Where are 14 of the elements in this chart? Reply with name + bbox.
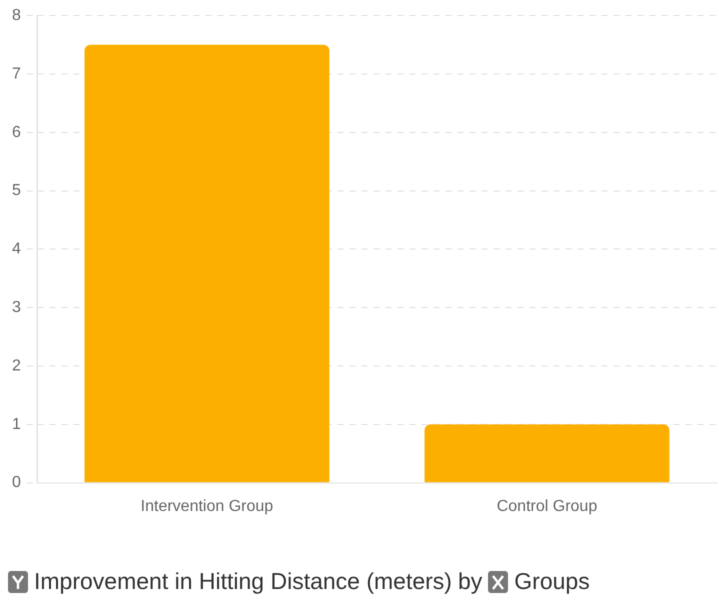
y-tick-label: 5 xyxy=(12,182,21,200)
x-tick-label: Intervention Group xyxy=(140,498,274,515)
y-tick-label: 4 xyxy=(12,240,21,258)
text: Improvement in Hitting Distance (meters) xyxy=(34,568,452,595)
y-tick-label: 2 xyxy=(12,357,21,374)
text: Groups xyxy=(514,568,590,595)
y-tick-label: 0 xyxy=(12,474,21,492)
y-tick-label: 8 xyxy=(12,7,21,24)
y-tick-label: 1 xyxy=(12,416,21,433)
y-tick-label: 6 xyxy=(12,124,21,141)
y-tick-label: 3 xyxy=(12,299,21,316)
text: by xyxy=(458,568,482,595)
x-tick-label: Control Group xyxy=(496,498,598,515)
y-tick-label: 7 xyxy=(12,65,21,82)
